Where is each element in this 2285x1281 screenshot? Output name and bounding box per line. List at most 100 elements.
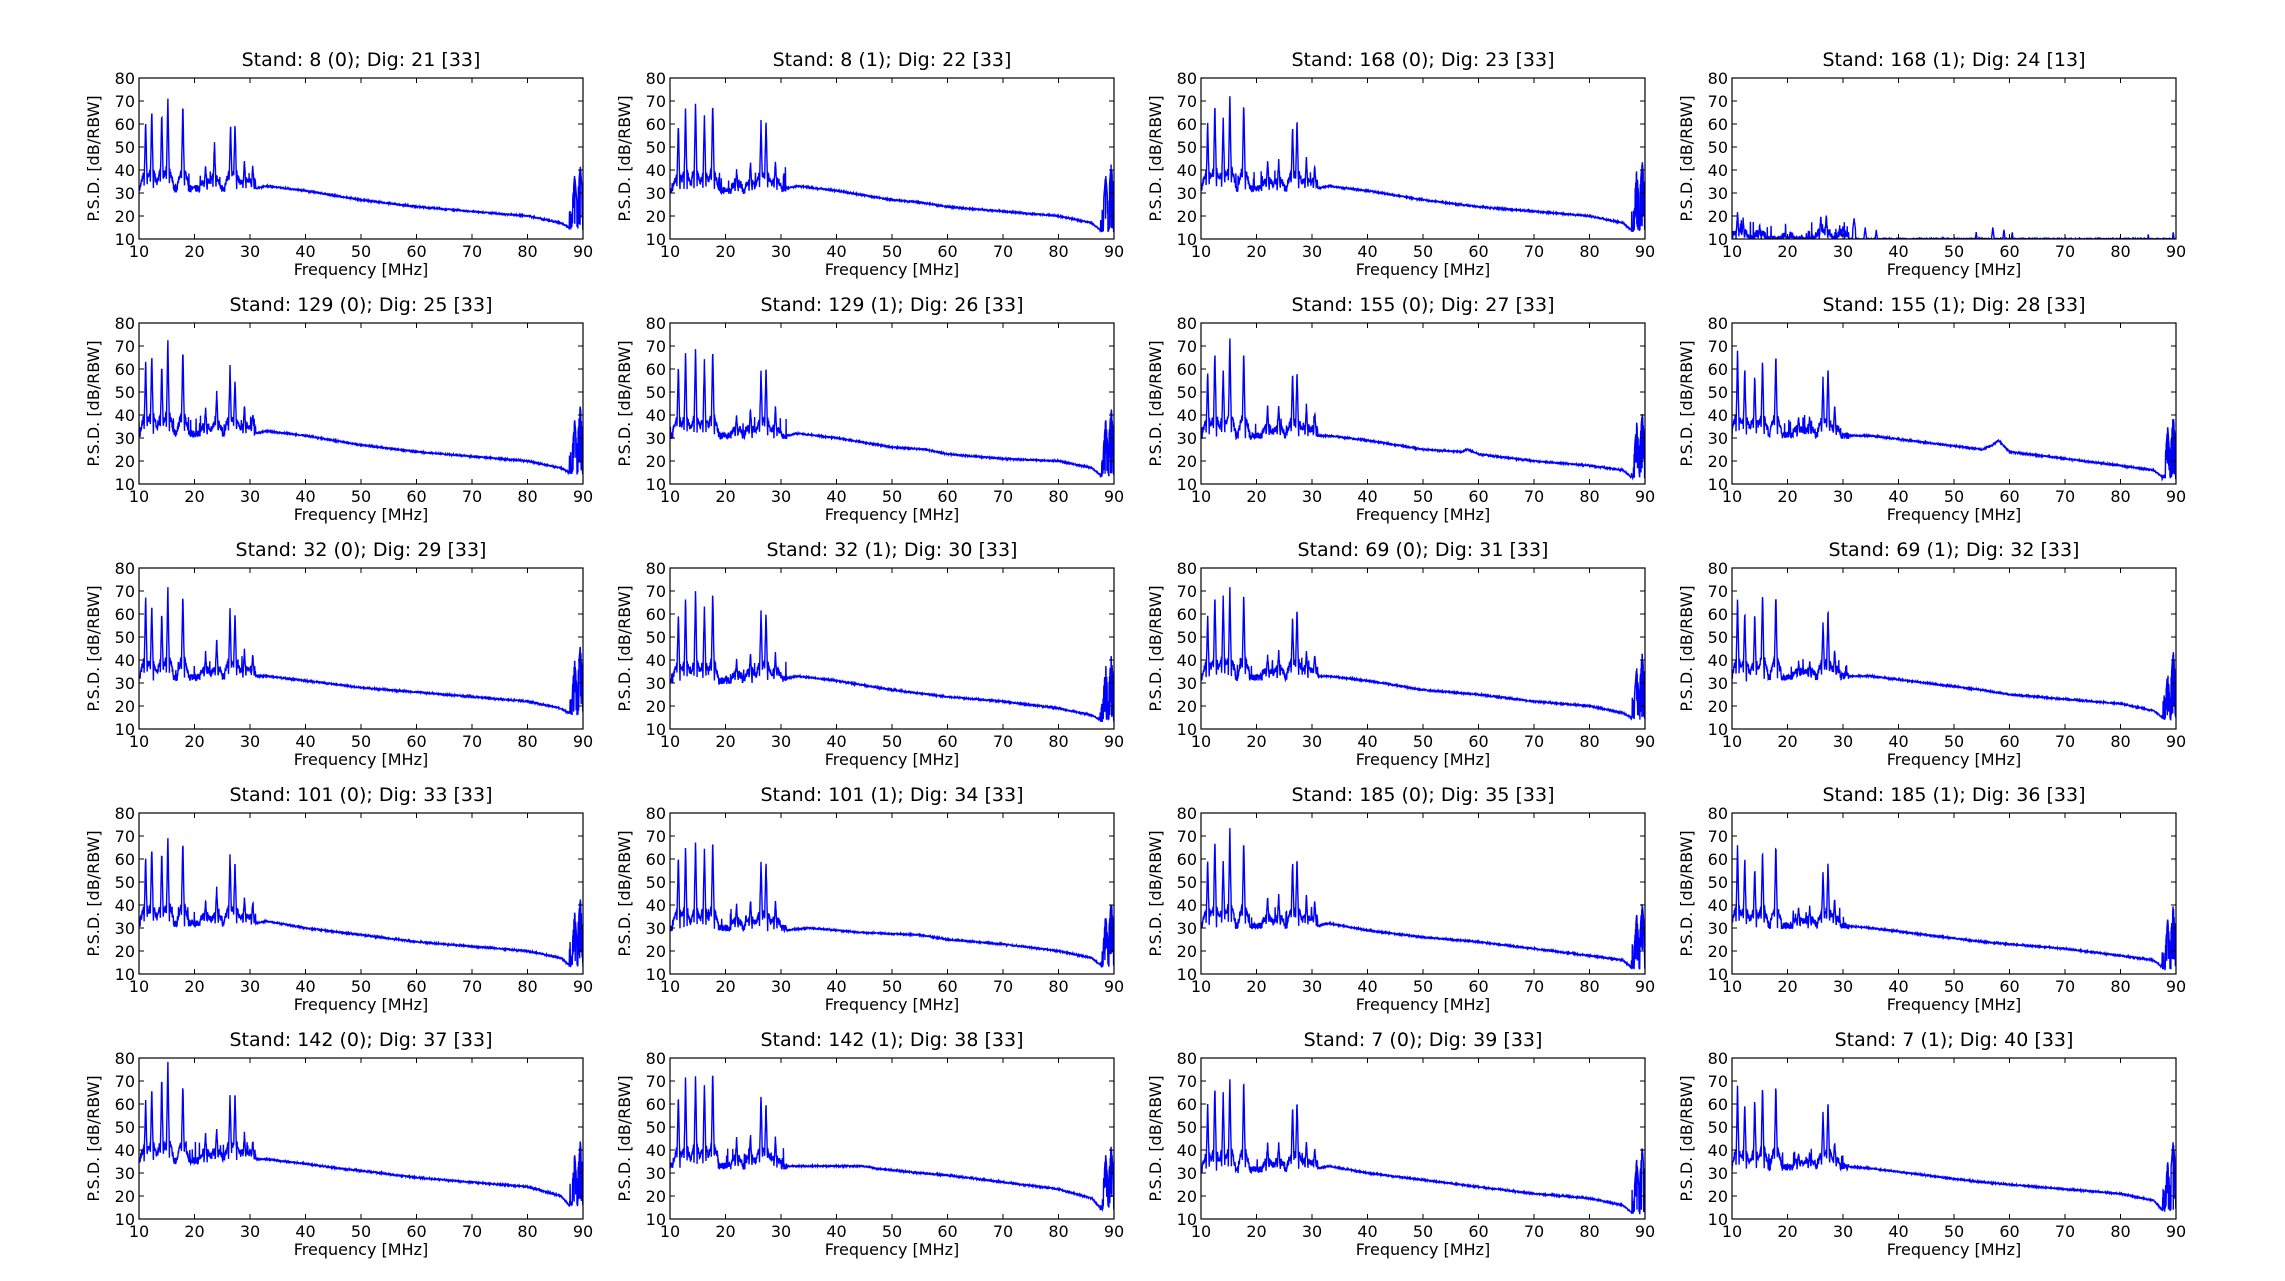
x-tick-label: 20 xyxy=(184,487,204,506)
psd-series-line xyxy=(139,1061,583,1207)
subplot-5: Stand: 129 (0); Dig: 25 [33] 10 20 30 40 50 60… xyxy=(84,294,593,524)
x-tick-label: 60 xyxy=(937,732,957,751)
y-tick-label: 40 xyxy=(1177,651,1197,670)
x-tick-label: 90 xyxy=(2166,732,2186,751)
y-tick-label: 50 xyxy=(115,383,135,402)
y-axis-label: P.S.D. [dB/RBW] xyxy=(84,340,103,466)
y-axis-label: P.S.D. [dB/RBW] xyxy=(84,830,103,956)
x-tick-label: 80 xyxy=(1579,1222,1599,1241)
y-axis-label: P.S.D. [dB/RBW] xyxy=(615,340,634,466)
x-tick-label: 60 xyxy=(1999,487,2019,506)
x-axis-label: Frequency [MHz] xyxy=(1887,995,2021,1014)
y-tick-label: 80 xyxy=(646,1049,666,1068)
x-tick-label: 40 xyxy=(1357,977,1377,996)
y-tick-label: 60 xyxy=(1177,1095,1197,1114)
y-tick-label: 10 xyxy=(1708,720,1728,739)
y-tick-label: 60 xyxy=(646,605,666,624)
plot-frame xyxy=(1200,322,1646,485)
x-tick-label: 70 xyxy=(2055,732,2075,751)
y-axis-label: P.S.D. [dB/RBW] xyxy=(1146,585,1165,711)
y-tick-label: 30 xyxy=(1177,184,1197,203)
x-tick-label: 10 xyxy=(1722,242,1742,261)
x-tick-label: 60 xyxy=(1468,1222,1488,1241)
y-tick-label: 30 xyxy=(1177,919,1197,938)
y-axis-label: P.S.D. [dB/RBW] xyxy=(615,95,634,221)
y-tick-label: 50 xyxy=(1708,1118,1728,1137)
y-tick-label: 70 xyxy=(1708,92,1728,111)
x-tick-label: 50 xyxy=(351,732,371,751)
x-tick-label: 30 xyxy=(1833,732,1853,751)
x-axis-label: Frequency [MHz] xyxy=(294,1240,428,1259)
x-tick-label: 80 xyxy=(517,1222,537,1241)
y-tick-label: 20 xyxy=(1177,942,1197,961)
x-tick-label: 70 xyxy=(1524,977,1544,996)
x-tick-label: 50 xyxy=(1944,977,1964,996)
y-tick-label: 60 xyxy=(646,1095,666,1114)
x-tick-label: 40 xyxy=(1888,242,1908,261)
x-tick-label: 20 xyxy=(1246,732,1266,751)
psd-series-line xyxy=(670,842,1114,969)
plot-frame xyxy=(669,567,1115,730)
y-axis-label: P.S.D. [dB/RBW] xyxy=(1677,585,1696,711)
y-tick-label: 30 xyxy=(115,919,135,938)
x-tick-label: 80 xyxy=(1048,487,1068,506)
x-tick-label: 20 xyxy=(1246,1222,1266,1241)
x-tick-label: 10 xyxy=(129,977,149,996)
y-tick-label: 80 xyxy=(115,1049,135,1068)
subplot-title: Stand: 8 (1); Dig: 22 [33] xyxy=(773,49,1012,71)
psd-series-line xyxy=(139,340,583,476)
x-tick-label: 90 xyxy=(573,1222,593,1241)
y-tick-label: 70 xyxy=(1177,1072,1197,1091)
y-tick-label: 40 xyxy=(115,161,135,180)
x-axis-label: Frequency [MHz] xyxy=(1356,750,1490,769)
y-tick-label: 20 xyxy=(1708,697,1728,716)
x-tick-label: 20 xyxy=(1777,1222,1797,1241)
x-axis-label: Frequency [MHz] xyxy=(1356,505,1490,524)
y-tick-label: 50 xyxy=(1177,1118,1197,1137)
x-tick-label: 40 xyxy=(295,1222,315,1241)
x-tick-label: 20 xyxy=(184,732,204,751)
y-tick-label: 80 xyxy=(1708,314,1728,333)
subplot-6: Stand: 129 (1); Dig: 26 [33] 10 20 30 40 50 60… xyxy=(615,294,1124,524)
y-tick-label: 30 xyxy=(646,429,666,448)
plot-frame xyxy=(1200,812,1646,975)
psd-series-line xyxy=(1732,350,2176,482)
y-tick-label: 40 xyxy=(1708,896,1728,915)
subplot-10: Stand: 32 (1); Dig: 30 [33] 10 20 30 40 50 60 7… xyxy=(615,539,1124,769)
subplot-8: Stand: 155 (1); Dig: 28 [33] 10 20 30 40 50 60… xyxy=(1677,294,2186,524)
y-tick-label: 20 xyxy=(115,452,135,471)
y-tick-label: 60 xyxy=(115,850,135,869)
x-tick-label: 60 xyxy=(937,242,957,261)
x-tick-label: 20 xyxy=(184,977,204,996)
y-tick-label: 50 xyxy=(1708,383,1728,402)
x-tick-label: 60 xyxy=(406,487,426,506)
y-tick-label: 50 xyxy=(646,1118,666,1137)
x-tick-label: 30 xyxy=(771,1222,791,1241)
x-tick-label: 50 xyxy=(1413,1222,1433,1241)
x-tick-label: 60 xyxy=(1468,732,1488,751)
subplot-7: Stand: 155 (0); Dig: 27 [33] 10 20 30 40 50 60… xyxy=(1146,294,1655,524)
y-tick-label: 80 xyxy=(646,314,666,333)
y-tick-label: 70 xyxy=(115,92,135,111)
x-axis-label: Frequency [MHz] xyxy=(825,995,959,1014)
y-tick-label: 70 xyxy=(115,1072,135,1091)
y-tick-label: 30 xyxy=(1708,674,1728,693)
x-tick-label: 70 xyxy=(462,487,482,506)
plot-frame xyxy=(1731,77,2177,240)
x-tick-label: 40 xyxy=(826,977,846,996)
x-tick-label: 90 xyxy=(1104,732,1124,751)
y-tick-label: 20 xyxy=(1177,452,1197,471)
x-tick-label: 70 xyxy=(2055,487,2075,506)
psd-series-line xyxy=(139,587,583,716)
y-tick-label: 10 xyxy=(115,1210,135,1229)
x-tick-label: 10 xyxy=(1722,732,1742,751)
x-tick-label: 30 xyxy=(771,732,791,751)
x-tick-label: 40 xyxy=(1888,1222,1908,1241)
x-tick-label: 30 xyxy=(1833,487,1853,506)
subplot-title: Stand: 7 (0); Dig: 39 [33] xyxy=(1304,1029,1543,1051)
y-tick-label: 40 xyxy=(1177,1141,1197,1160)
x-tick-label: 90 xyxy=(573,977,593,996)
y-tick-label: 30 xyxy=(115,1164,135,1183)
x-axis-label: Frequency [MHz] xyxy=(1887,750,2021,769)
y-tick-label: 80 xyxy=(115,804,135,823)
